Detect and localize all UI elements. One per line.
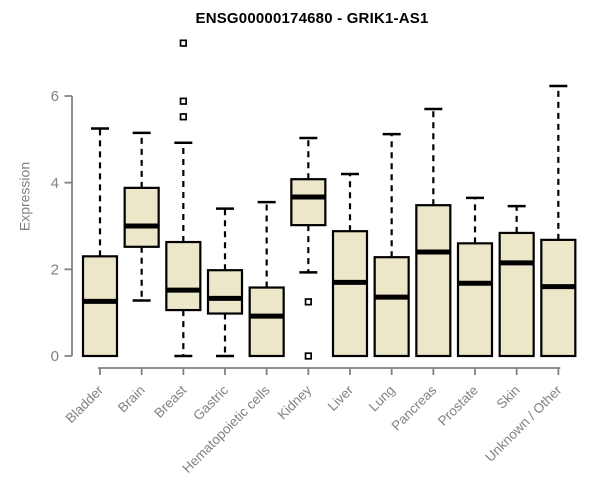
box-group-7 [373, 132, 410, 358]
box-group-10 [498, 204, 535, 358]
y-tick-label: 0 [51, 348, 59, 365]
outlier-point [304, 298, 312, 306]
box-group-3 [206, 207, 244, 358]
box-rect [415, 204, 452, 358]
outlier-point [304, 352, 312, 360]
y-tick-label: 4 [51, 175, 59, 192]
x-category-label: Skin [494, 383, 523, 412]
outlier-point [179, 113, 187, 121]
x-category-label: Brain [115, 383, 148, 416]
box-group-5 [290, 136, 327, 360]
x-category-label: Gastric [190, 382, 231, 423]
outlier-point [179, 39, 187, 47]
box-group-11 [540, 84, 577, 358]
x-category-label: Liver [325, 382, 357, 414]
y-tick-label: 2 [51, 262, 59, 279]
box-rect [123, 186, 160, 248]
x-category-label: Unknown / Other [482, 382, 565, 465]
x-category-label: Prostate [435, 383, 481, 429]
box-group-0 [81, 127, 119, 358]
box-rect [540, 238, 577, 358]
box-group-1 [123, 131, 160, 302]
box-group-6 [331, 172, 369, 358]
box-group-2 [165, 39, 202, 358]
y-tick-label: 6 [51, 88, 59, 105]
x-category-label: Bladder [63, 382, 107, 426]
box-rect [206, 269, 244, 315]
box-group-9 [456, 196, 494, 358]
box-group-4 [248, 200, 285, 358]
box-rect [248, 286, 285, 358]
x-category-label: Kidney [275, 382, 315, 422]
box-rect [81, 255, 119, 358]
box-group-8 [415, 107, 452, 358]
box-rect [290, 178, 327, 227]
outlier-point [179, 97, 187, 105]
box-rect [373, 256, 410, 358]
chart-title: ENSG00000174680 - GRIK1-AS1 [195, 10, 429, 27]
x-category-label: Pancreas [389, 382, 440, 433]
x-category-label: Breast [151, 382, 189, 420]
box-rect [456, 242, 494, 358]
x-category-label: Lung [366, 383, 398, 415]
box-rect [331, 230, 369, 358]
box-rect [498, 231, 535, 358]
box-rect [165, 240, 202, 312]
